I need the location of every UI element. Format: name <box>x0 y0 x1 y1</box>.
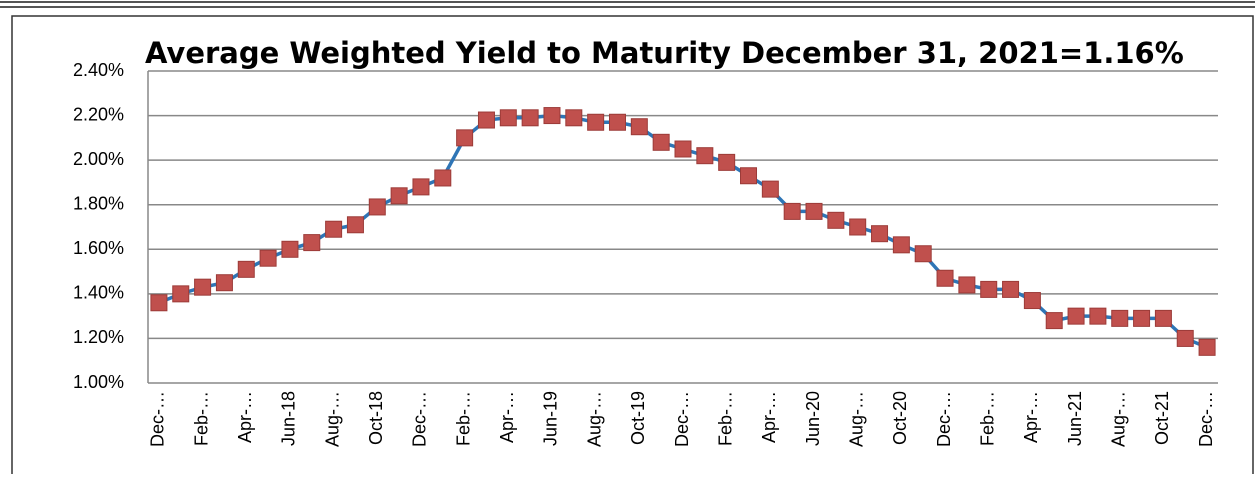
marker <box>783 202 801 220</box>
marker <box>761 180 779 198</box>
x-tick-label: Feb-… <box>191 391 211 446</box>
marker <box>150 294 168 312</box>
marker <box>543 107 561 125</box>
marker <box>1023 292 1041 310</box>
marker <box>630 118 648 136</box>
marker <box>325 220 343 238</box>
marker <box>1133 309 1151 327</box>
marker <box>412 178 430 196</box>
marker <box>608 113 626 131</box>
x-tick-label: Jun-20 <box>803 391 823 446</box>
marker <box>521 109 539 127</box>
marker <box>827 211 845 229</box>
y-tick-label: 2.20% <box>73 104 124 124</box>
x-tick-label: Aug-… <box>584 391 604 447</box>
x-tick-label: Oct-19 <box>628 391 648 445</box>
marker <box>849 218 867 236</box>
marker <box>1089 307 1107 325</box>
y-tick-label: 1.20% <box>73 327 124 347</box>
x-tick-label: Jun-18 <box>279 391 299 446</box>
marker <box>215 274 233 292</box>
x-tick-label: Apr-… <box>497 391 517 443</box>
marker <box>1111 309 1129 327</box>
marker <box>805 202 823 220</box>
chart-border <box>11 15 1254 479</box>
x-tick-label: Jun-19 <box>541 391 561 446</box>
marker <box>1176 329 1194 347</box>
marker <box>499 109 517 127</box>
x-tick-label: Feb-… <box>453 391 473 446</box>
marker <box>1045 312 1063 330</box>
y-tick-label: 2.00% <box>73 149 124 169</box>
marker <box>936 269 954 287</box>
x-tick-label: Dec-… <box>934 391 954 447</box>
x-tick-label: Aug-… <box>846 391 866 447</box>
marker <box>980 280 998 298</box>
marker <box>434 169 452 187</box>
x-tick-label: Apr-… <box>1021 391 1041 443</box>
marker <box>871 225 889 243</box>
marker <box>346 216 364 234</box>
marker <box>1067 307 1085 325</box>
y-tick-label: 1.40% <box>73 283 124 303</box>
y-tick-label: 1.80% <box>73 193 124 213</box>
y-tick-label: 1.60% <box>73 238 124 258</box>
marker <box>892 236 910 254</box>
marker <box>1198 338 1216 356</box>
marker <box>740 167 758 185</box>
marker <box>674 140 692 158</box>
x-tick-label: Feb-… <box>977 391 997 446</box>
marker <box>565 109 583 127</box>
x-tick-label: Dec-… <box>1196 391 1216 447</box>
marker <box>477 111 495 129</box>
x-tick-label: Oct-18 <box>366 391 386 445</box>
marker <box>696 147 714 165</box>
marker <box>652 133 670 151</box>
x-tick-label: Aug-… <box>1108 391 1128 447</box>
marker <box>390 187 408 205</box>
marker <box>194 278 212 296</box>
marker <box>1154 309 1172 327</box>
marker <box>281 240 299 258</box>
marker <box>368 198 386 216</box>
x-tick-label: Feb-… <box>715 391 735 446</box>
chart-title: Average Weighted Yield to Maturity Decem… <box>145 36 1184 70</box>
marker <box>172 285 190 303</box>
marker <box>914 245 932 263</box>
x-tick-label: Oct-20 <box>890 391 910 445</box>
x-tick-label: Jun-21 <box>1065 391 1085 446</box>
marker <box>587 113 605 131</box>
x-tick-label: Oct-21 <box>1152 391 1172 445</box>
x-tick-label: Dec-… <box>148 391 168 447</box>
x-tick-label: Dec-… <box>672 391 692 447</box>
x-tick-label: Apr-… <box>759 391 779 443</box>
marker <box>237 260 255 278</box>
marker <box>718 153 736 171</box>
x-tick-label: Dec-… <box>410 391 430 447</box>
marker <box>958 276 976 294</box>
y-tick-label: 1.00% <box>73 372 124 392</box>
marker <box>1002 280 1020 298</box>
y-tick-label: 2.40% <box>73 60 124 80</box>
x-tick-label: Apr-… <box>235 391 255 443</box>
marker <box>259 249 277 267</box>
x-tick-label: Aug-… <box>322 391 342 447</box>
marker <box>303 234 321 252</box>
marker <box>456 129 474 147</box>
